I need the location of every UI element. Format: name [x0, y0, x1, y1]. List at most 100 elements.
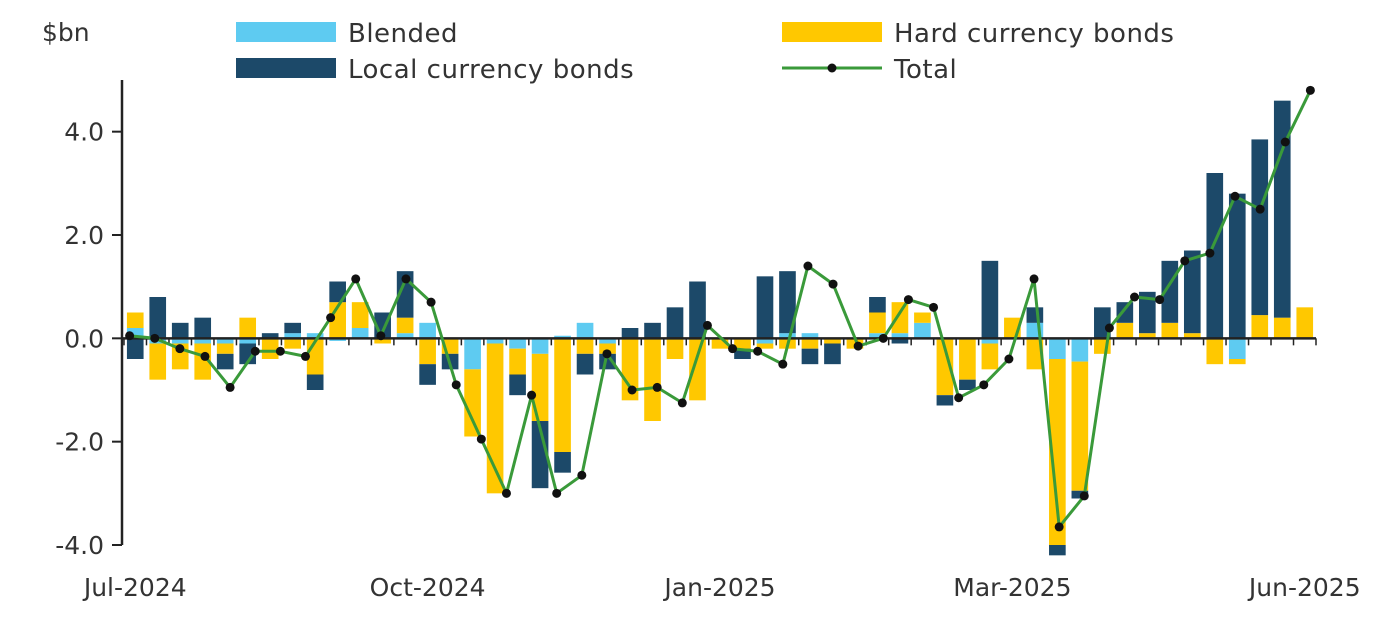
- bar-local-currency-bonds-49: [1228, 193, 1246, 339]
- point-total-41: [1155, 295, 1165, 305]
- bar-hard-currency-bonds-44: [1116, 322, 1134, 339]
- bar-hard-currency-bonds-47: [1183, 333, 1201, 339]
- bar-hard-currency-bonds-45: [1138, 333, 1156, 339]
- bar-hard-currency-bonds-11: [374, 338, 391, 344]
- bar-hard-currency-bonds-18: [531, 353, 549, 421]
- bar-hard-currency-bonds-33: [869, 312, 886, 334]
- bar-hard-currency-bonds-46: [1161, 322, 1179, 339]
- bar-blended-2: [171, 338, 189, 344]
- bar-hard-currency-bonds-4: [216, 343, 234, 354]
- bar-local-currency-bonds-3: [194, 317, 212, 339]
- bar-blended-20: [576, 322, 594, 339]
- point-total-10: [376, 331, 386, 341]
- bar-hard-currency-bonds-19: [554, 338, 571, 452]
- point-total-9: [351, 274, 361, 284]
- bar-blended-28: [756, 338, 774, 344]
- bar-local-currency-bonds-23: [644, 322, 661, 339]
- point-total-23: [702, 320, 712, 330]
- bar-hard-currency-bonds-13: [419, 338, 436, 365]
- bar-hard-currency-bonds-37: [959, 338, 976, 380]
- bar-blended-21: [599, 338, 616, 344]
- y-tick-label: 0.0: [64, 324, 104, 353]
- bar-hard-currency-bonds-24: [666, 338, 684, 359]
- legend-swatch-hard-currency-bonds: [782, 22, 882, 42]
- point-total-22: [677, 398, 687, 408]
- bar-blended-5: [239, 338, 257, 344]
- point-total-11: [401, 274, 411, 284]
- bar-local-currency-bonds-17: [509, 374, 526, 396]
- bar-local-currency-bonds-7: [284, 322, 302, 334]
- y-tick-label: -2.0: [55, 428, 104, 457]
- bar-hard-currency-bonds-26: [711, 338, 729, 349]
- bar-blended-8: [306, 333, 324, 339]
- bar-local-currency-bonds-9: [329, 281, 346, 303]
- bar-local-currency-bonds-48: [1206, 173, 1224, 339]
- bar-blended-12: [396, 333, 414, 339]
- bar-hard-currency-bonds-31: [824, 338, 841, 344]
- x-tick-label-jan-2025: Jan-2025: [662, 573, 775, 602]
- bar-local-currency-bonds-2: [171, 322, 189, 339]
- legend-marker-total: [827, 63, 837, 73]
- legend-swatch-blended: [236, 22, 336, 42]
- point-total-47: [1305, 85, 1315, 95]
- bar-blended-19: [554, 335, 571, 339]
- bar-local-currency-bonds-24: [666, 307, 684, 339]
- y-tick-label: -4.0: [55, 531, 104, 560]
- bar-hard-currency-bonds-7: [284, 338, 302, 349]
- point-total-3: [200, 351, 210, 361]
- point-total-26: [778, 359, 788, 369]
- legend-label-local-currency-bonds: Local currency bonds: [348, 55, 634, 85]
- bar-local-currency-bonds-30: [801, 348, 819, 365]
- bar-hard-currency-bonds-20: [576, 338, 594, 354]
- point-total-28: [828, 279, 838, 289]
- point-total-43: [1205, 248, 1215, 258]
- point-total-37: [1054, 522, 1064, 532]
- bar-hard-currency-bonds-12: [396, 317, 414, 334]
- bar-hard-currency-bonds-40: [1026, 338, 1044, 370]
- bar-local-currency-bonds-33: [869, 297, 886, 313]
- point-total-15: [501, 488, 511, 498]
- bar-hard-currency-bonds-22: [621, 338, 639, 401]
- bar-local-currency-bonds-44: [1116, 302, 1134, 323]
- bar-blended-15: [464, 338, 481, 370]
- bar-hard-currency-bonds-42: [1071, 361, 1089, 491]
- bar-blended-29: [779, 333, 796, 339]
- bar-hard-currency-bonds-35: [914, 312, 931, 323]
- bar-local-currency-bonds-8: [306, 374, 324, 390]
- bar-blended-7: [284, 333, 302, 339]
- bar-local-currency-bonds-37: [959, 379, 976, 390]
- bar-local-currency-bonds-42: [1071, 490, 1089, 499]
- bar-hard-currency-bonds-1: [149, 343, 167, 380]
- point-total-31: [903, 295, 913, 305]
- bar-blended-9: [329, 338, 346, 341]
- bar-local-currency-bonds-34: [891, 338, 909, 344]
- bar-local-currency-bonds-18: [531, 421, 549, 489]
- x-tick-label-mar-2025: Mar-2025: [953, 573, 1071, 602]
- bar-hard-currency-bonds-38: [981, 343, 999, 370]
- bar-hard-currency-bonds-10: [351, 302, 369, 328]
- bar-local-currency-bonds-1: [149, 297, 167, 339]
- point-total-0: [125, 331, 135, 341]
- point-total-20: [627, 385, 637, 395]
- bar-hard-currency-bonds-16: [486, 343, 504, 494]
- bar-blended-42: [1071, 338, 1089, 362]
- bar-local-currency-bonds-20: [576, 353, 594, 375]
- bar-local-currency-bonds-6: [261, 333, 279, 339]
- point-total-4: [225, 382, 235, 392]
- bar-hard-currency-bonds-28: [756, 343, 774, 349]
- bar-local-currency-bonds-51: [1273, 100, 1291, 318]
- point-total-1: [150, 333, 160, 343]
- point-total-38: [1079, 491, 1089, 501]
- bar-local-currency-bonds-41: [1049, 545, 1066, 556]
- bar-hard-currency-bonds-36: [936, 338, 954, 396]
- bar-hard-currency-bonds-50: [1251, 315, 1269, 339]
- bar-local-currency-bonds-25: [689, 281, 706, 339]
- bar-blended-41: [1049, 338, 1066, 359]
- point-total-34: [979, 380, 989, 390]
- x-tick-label-jun-2025: Jun-2025: [1247, 573, 1361, 602]
- bar-local-currency-bonds-45: [1138, 291, 1156, 334]
- bar-local-currency-bonds-29: [779, 271, 796, 334]
- bar-hard-currency-bonds-17: [509, 348, 526, 375]
- point-total-33: [954, 393, 964, 403]
